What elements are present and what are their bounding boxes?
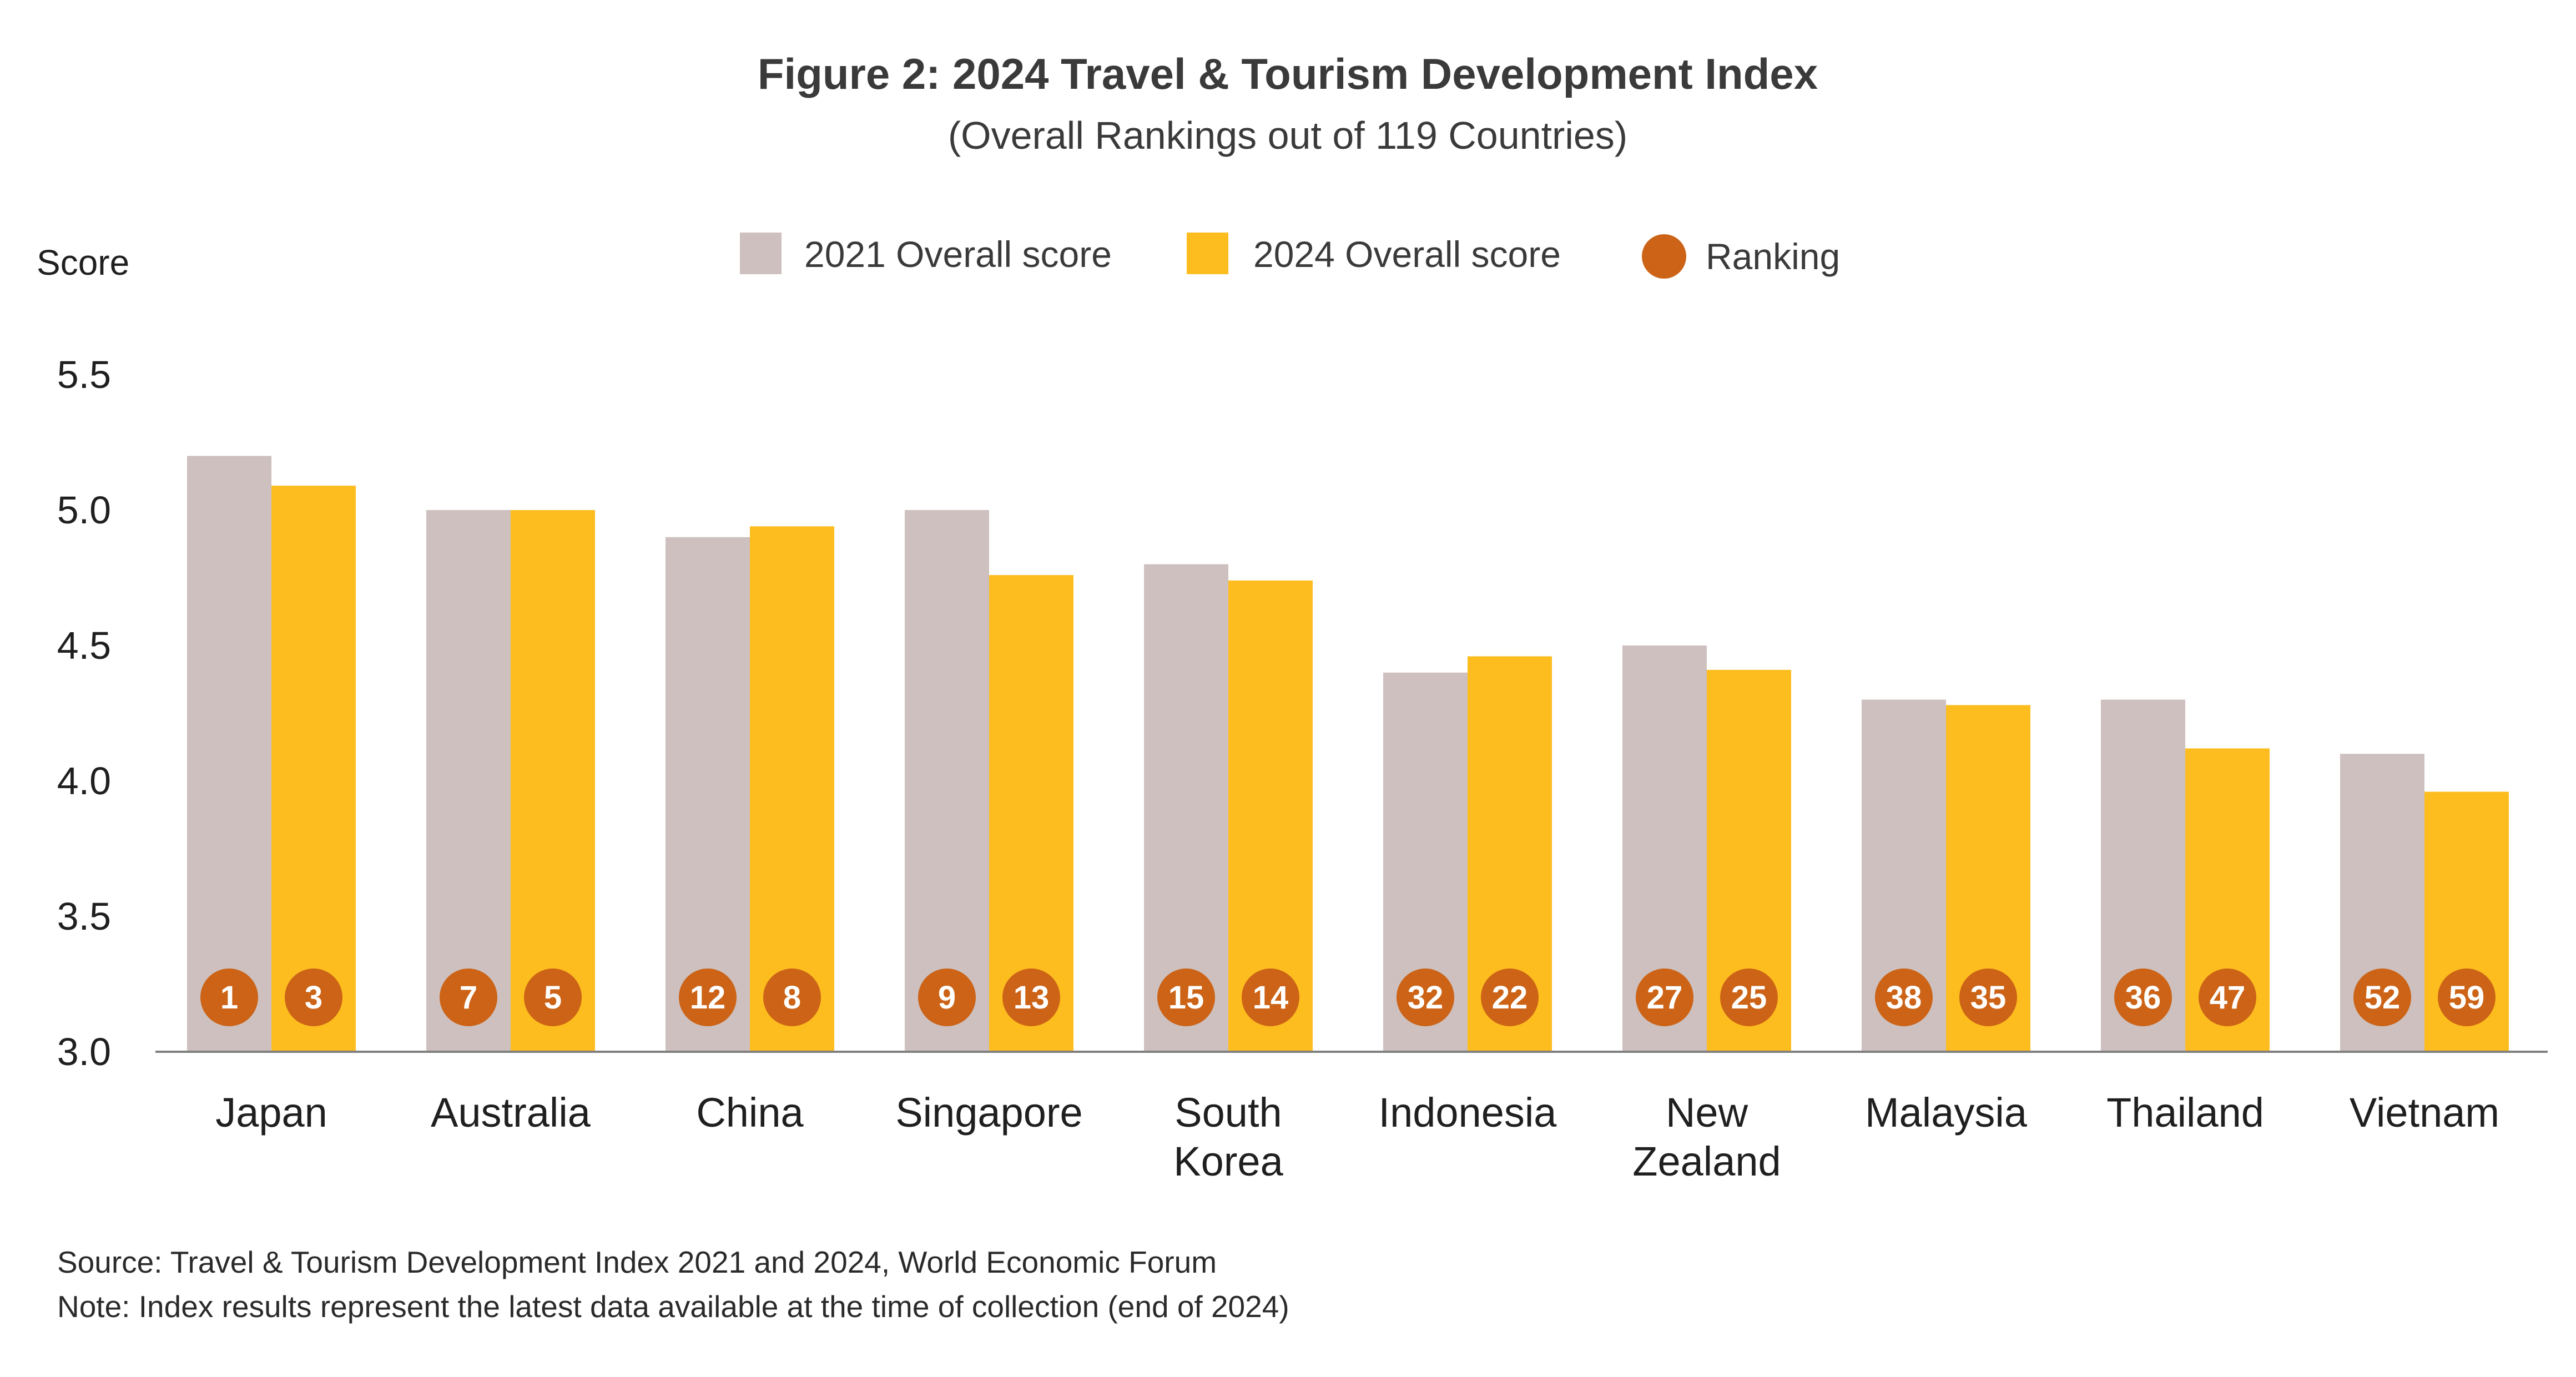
- ranking-badge-2024: [1242, 969, 1299, 1026]
- ranking-label-2024: 22: [1492, 980, 1528, 1016]
- ranking-label-2024: 8: [783, 980, 801, 1016]
- ranking-badge-2024: [285, 969, 342, 1026]
- ranking-label-2021: 12: [690, 980, 726, 1016]
- ranking-label-2021: 27: [1647, 980, 1683, 1016]
- ranking-label-2021: 9: [938, 980, 956, 1016]
- x-tick-label: Malaysia: [1865, 1090, 2028, 1136]
- x-tick-label: Korea: [1173, 1138, 1283, 1184]
- ranking-badge-2021: [440, 969, 497, 1026]
- legend: 2021 Overall score 2024 Overall score Ra…: [740, 233, 1840, 279]
- ranking-label-2024: 14: [1253, 980, 1289, 1016]
- chart-title: Figure 2: 2024 Travel & Tourism Developm…: [758, 49, 1818, 98]
- chart-subtitle: (Overall Rankings out of 119 Countries): [948, 114, 1627, 157]
- ranking-badge-2024: [2438, 969, 2496, 1026]
- bar-2021: [666, 537, 750, 1052]
- x-tick-label: Japan: [215, 1090, 327, 1136]
- ranking-label-2021: 38: [1886, 980, 1922, 1016]
- source-note: Source: Travel & Tourism Development Ind…: [57, 1245, 1217, 1279]
- ranking-badge-2021: [1636, 969, 1693, 1026]
- ranking-badge-2021: [1875, 969, 1933, 1026]
- ranking-label-2021: 1: [220, 980, 238, 1016]
- legend-swatch-ranking: [1642, 234, 1686, 279]
- x-tick-label: New: [1666, 1090, 1748, 1136]
- y-tick-label: 4.0: [57, 759, 111, 803]
- y-tick-label: 5.0: [57, 488, 111, 532]
- ranking-label-2024: 59: [2449, 980, 2485, 1016]
- legend-swatch-2021: [740, 233, 782, 274]
- ranking-badge-2021: [679, 969, 737, 1026]
- y-axis-label: Score: [37, 243, 129, 283]
- ranking-label-2024: 5: [544, 980, 562, 1016]
- x-tick-label: Thailand: [2106, 1090, 2264, 1136]
- ranking-badge-2024: [2199, 969, 2256, 1026]
- x-tick-label: Indonesia: [1379, 1090, 1557, 1136]
- ranking-badge-2021: [2353, 969, 2411, 1026]
- legend-label-2024: 2024 Overall score: [1253, 234, 1561, 275]
- ranking-label-2024: 47: [2210, 980, 2246, 1016]
- ranking-badge-2024: [763, 969, 821, 1026]
- bar-2021: [426, 510, 511, 1052]
- x-tick-label: Zealand: [1632, 1138, 1781, 1184]
- legend-swatch-2024: [1187, 233, 1228, 274]
- ranking-badge-2021: [1157, 969, 1215, 1026]
- ranking-label-2021: 52: [2365, 980, 2401, 1016]
- ranking-label-2021: 32: [1408, 980, 1444, 1016]
- y-axis-ticks: 3.0 3.5 4.0 4.5 5.0 5.5: [57, 353, 111, 1073]
- bars: 1 3 7 5 12 8 9 13 15 14 32 22 27 25 38 35 36 47 52 59: [187, 456, 2509, 1052]
- x-tick-label: South: [1174, 1090, 1282, 1136]
- ranking-badge-2021: [200, 969, 258, 1026]
- bar-2024: [511, 510, 595, 1052]
- bar-2024: [271, 486, 356, 1052]
- bar-2021: [187, 456, 271, 1052]
- x-tick-label: Vietnam: [2350, 1090, 2499, 1136]
- x-tick-label: Singapore: [895, 1090, 1082, 1136]
- ranking-label-2021: 36: [2125, 980, 2161, 1016]
- y-tick-label: 4.5: [57, 624, 111, 667]
- ranking-label-2021: 15: [1168, 980, 1204, 1016]
- ranking-badge-2024: [524, 969, 582, 1026]
- ranking-badge-2024: [1959, 969, 2017, 1026]
- y-tick-label: 3.0: [57, 1030, 111, 1073]
- y-tick-label: 3.5: [57, 895, 111, 938]
- bar-2021: [905, 510, 989, 1052]
- x-tick-label: China: [696, 1090, 804, 1136]
- ranking-label-2021: 7: [460, 980, 477, 1016]
- legend-label-2021: 2021 Overall score: [804, 234, 1112, 275]
- ranking-badge-2021: [2114, 969, 2172, 1026]
- bar-2024: [750, 526, 834, 1052]
- x-tick-label: Australia: [431, 1090, 591, 1136]
- ranking-badge-2024: [1481, 969, 1539, 1026]
- ranking-label-2024: 25: [1731, 980, 1767, 1016]
- y-tick-label: 5.5: [57, 353, 111, 396]
- legend-label-ranking: Ranking: [1706, 236, 1840, 277]
- ranking-badge-2021: [1397, 969, 1454, 1026]
- ranking-badge-2024: [1720, 969, 1778, 1026]
- ranking-label-2024: 3: [305, 980, 322, 1016]
- ranking-label-2024: 13: [1014, 980, 1050, 1016]
- ranking-badge-2024: [1002, 969, 1060, 1026]
- ranking-label-2024: 35: [1970, 980, 2007, 1016]
- data-note: Note: Index results represent the latest…: [57, 1289, 1289, 1324]
- ranking-badge-2021: [918, 969, 976, 1026]
